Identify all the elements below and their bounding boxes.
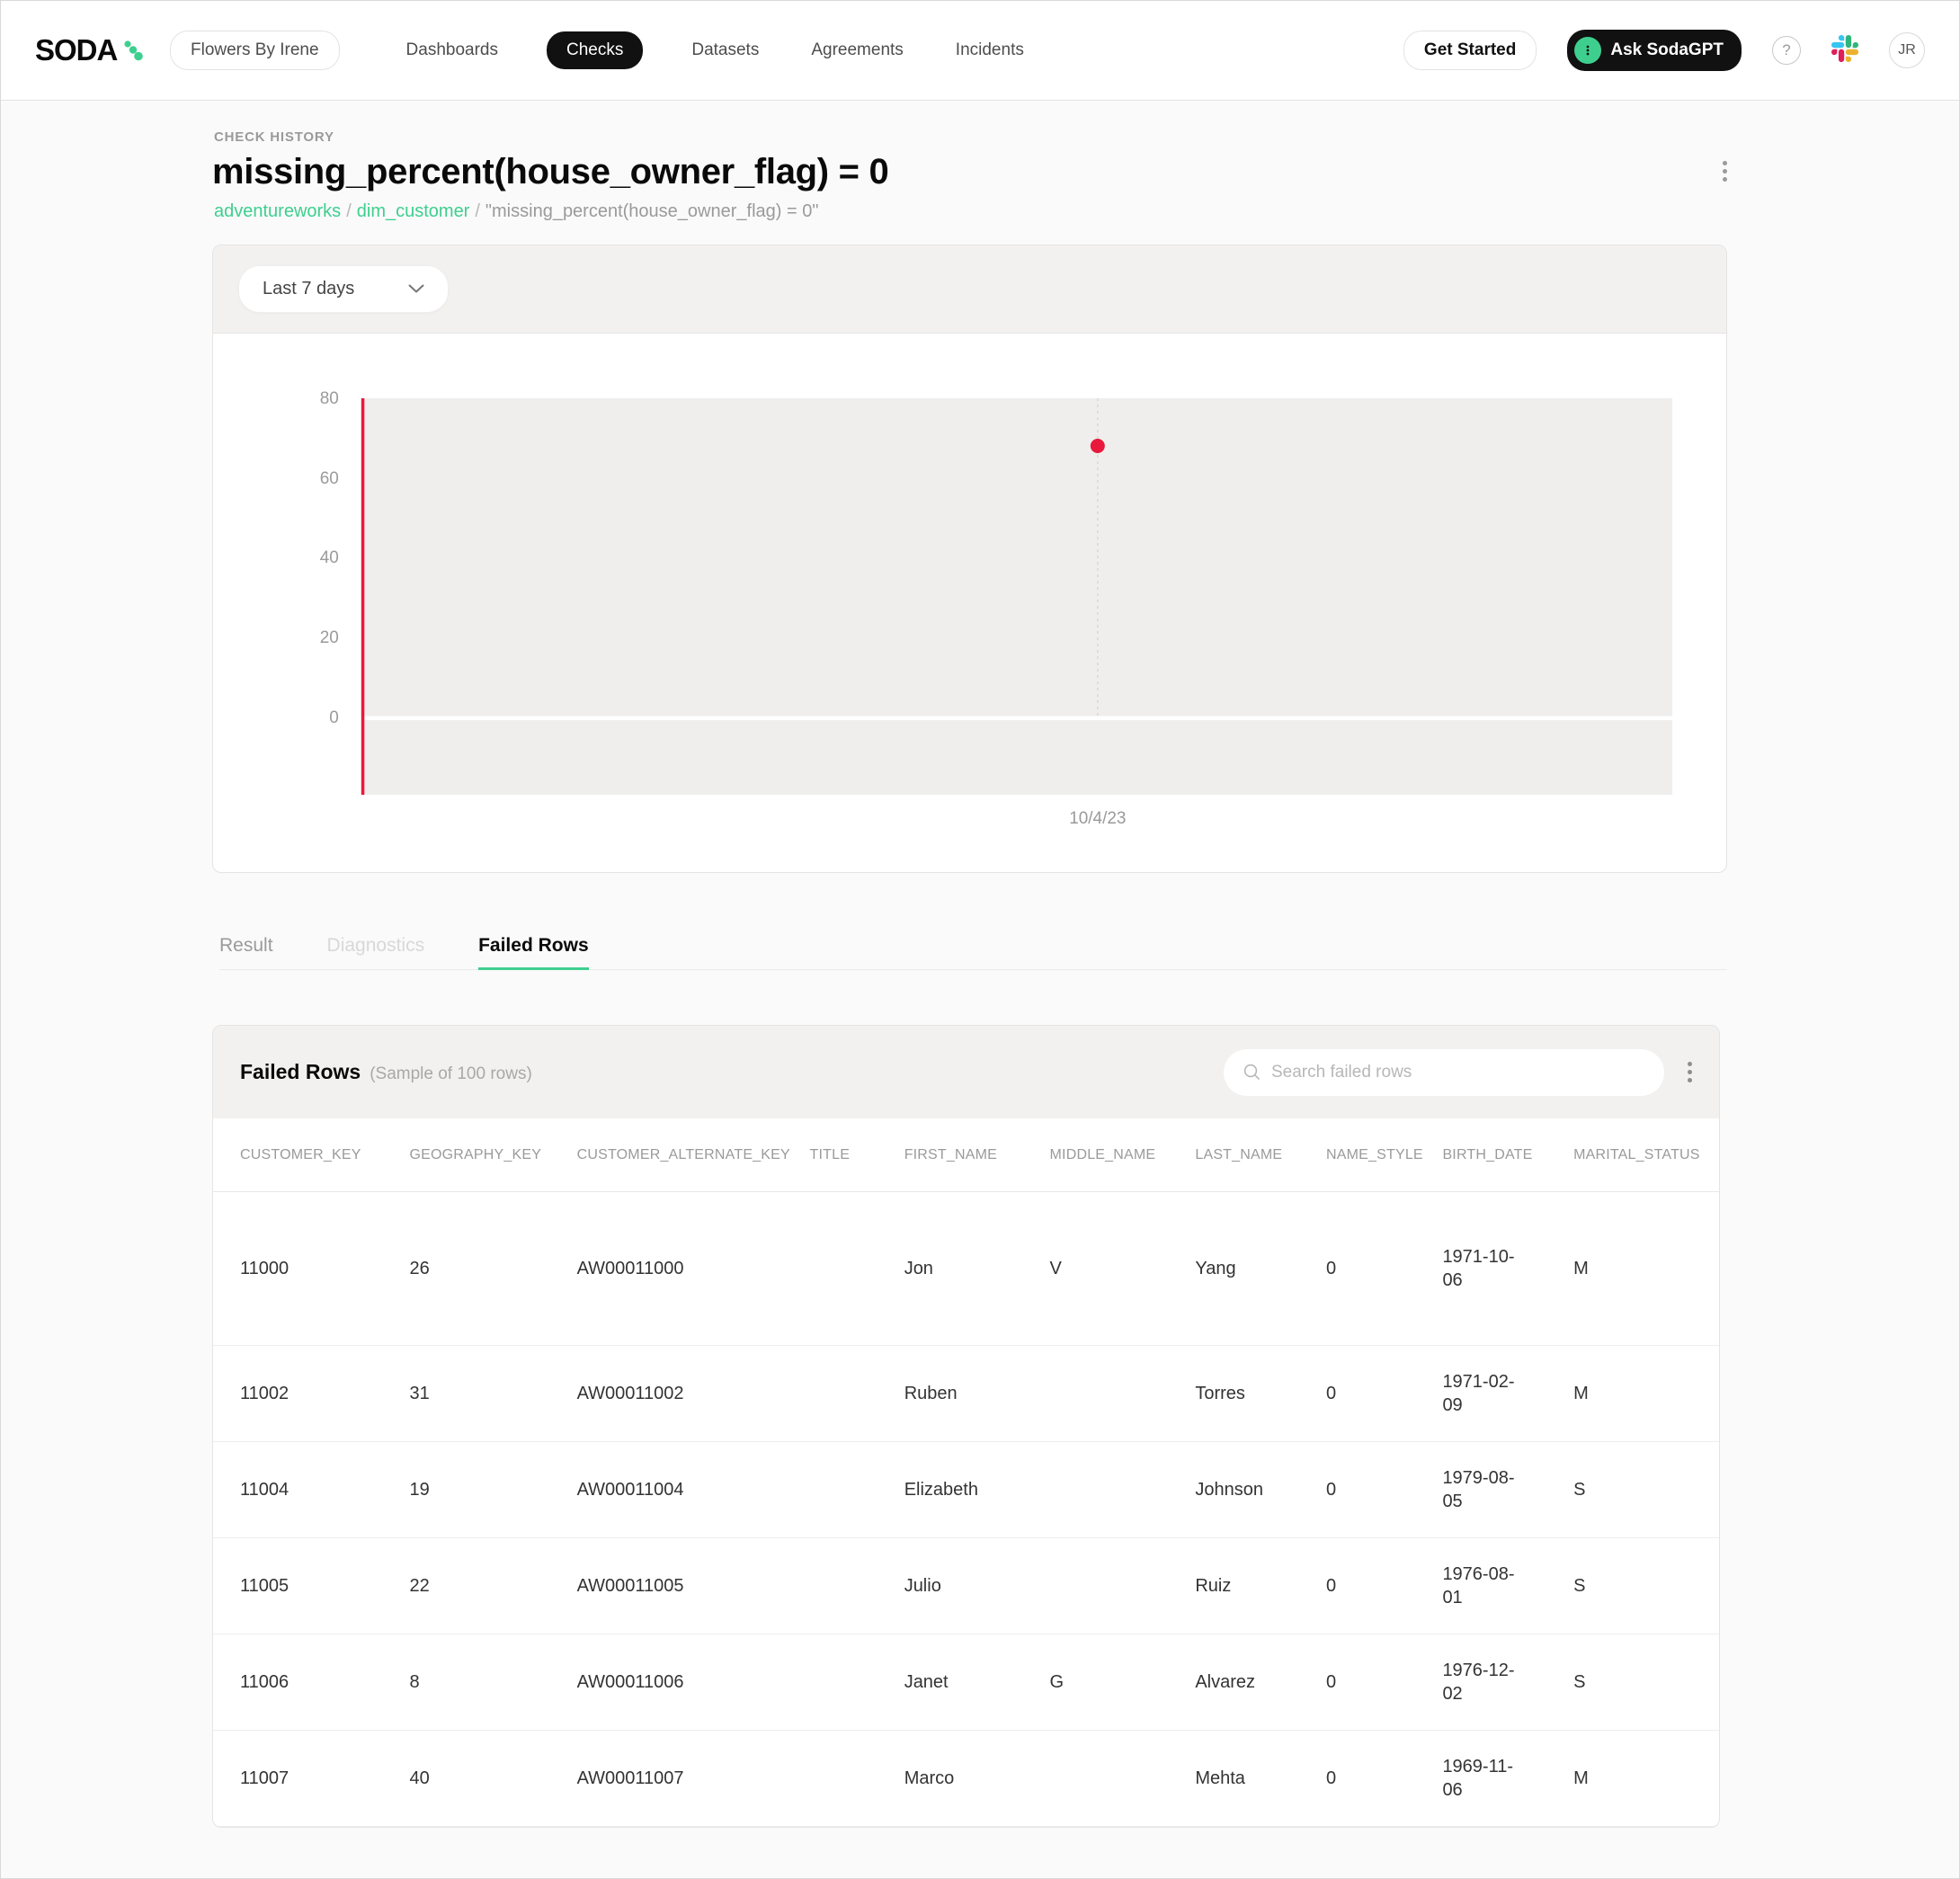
svg-text:60: 60 (320, 469, 339, 488)
svg-text:40: 40 (320, 548, 339, 567)
svg-text:0: 0 (329, 708, 339, 727)
svg-text:80: 80 (320, 389, 339, 408)
svg-text:20: 20 (320, 628, 339, 647)
svg-text:SODA: SODA (35, 33, 118, 67)
svg-text:10/4/23: 10/4/23 (1069, 809, 1126, 828)
